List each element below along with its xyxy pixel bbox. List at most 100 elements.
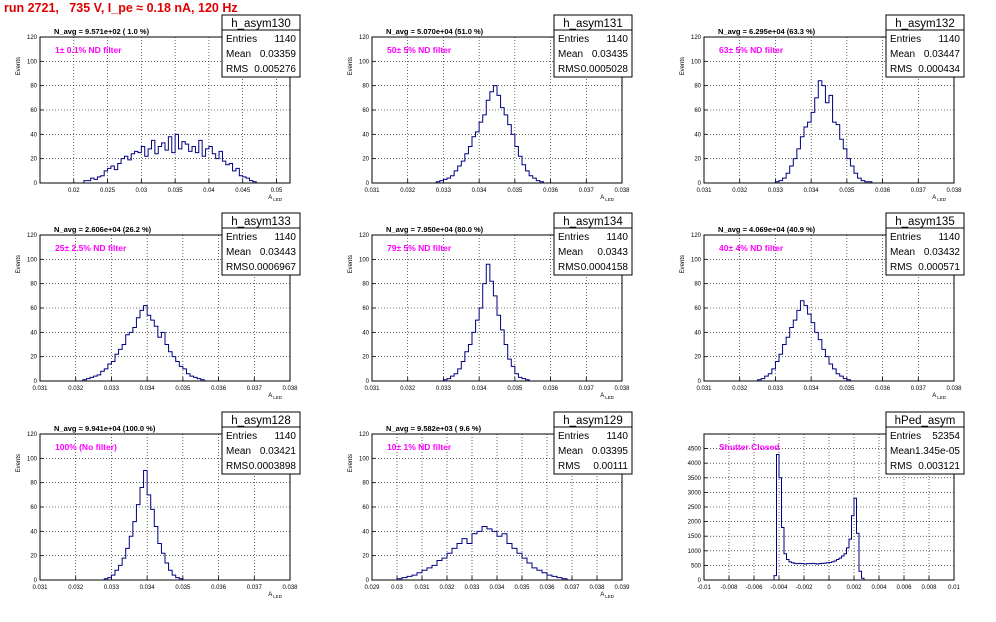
stats-box: h_asym133 Entries 1140 Mean 0.03443 RMS 0.0006… bbox=[221, 212, 301, 276]
histogram-name: h_asym133 bbox=[231, 216, 290, 228]
histogram-panel: Events 0.031 0.032 0.033 0.034 0.035 0.036 0.03… bbox=[348, 14, 633, 202]
stats-key-mean: Mean bbox=[226, 49, 251, 60]
y-tick-label: 40 bbox=[30, 330, 37, 336]
x-axis-label: ALED bbox=[932, 195, 947, 202]
stats-key-mean: Mean bbox=[890, 49, 915, 60]
y-tick-label: 60 bbox=[694, 108, 701, 114]
stats-value-mean: 0.03421 bbox=[260, 446, 297, 457]
y-tick-label: 20 bbox=[694, 157, 701, 163]
histogram-name: h_asym132 bbox=[895, 18, 954, 30]
y-tick-label: 100 bbox=[691, 59, 702, 65]
x-tick-label: 0.035 bbox=[168, 188, 184, 194]
navg-annotation: N_avg = 6.295e+04 (63.3 %) bbox=[718, 27, 816, 36]
y-tick-label: 40 bbox=[362, 529, 369, 535]
histogram-series bbox=[82, 305, 205, 381]
x-tick-label: 0.034 bbox=[472, 386, 488, 392]
filter-label: 25± 2.5% ND filter bbox=[55, 243, 127, 253]
stats-value-entries: 1140 bbox=[274, 431, 296, 442]
stats-value-mean: 0.03443 bbox=[260, 247, 297, 258]
plot-frame bbox=[371, 234, 623, 382]
stats-value-entries: 1140 bbox=[274, 232, 296, 243]
y-tick-label: 40 bbox=[30, 529, 37, 535]
y-tick-label: 80 bbox=[30, 282, 37, 288]
filter-label: 79± 5% ND filter bbox=[387, 243, 452, 253]
y-tick-label: 3500 bbox=[688, 476, 702, 482]
y-tick-label: 60 bbox=[694, 306, 701, 312]
y-tick-label: 20 bbox=[30, 355, 37, 361]
x-tick-label: 0.035 bbox=[507, 188, 523, 194]
y-tick-label: 80 bbox=[694, 84, 701, 90]
x-tick-label: 0.034 bbox=[804, 386, 820, 392]
y-tick-label: 100 bbox=[359, 456, 370, 462]
stats-key-rms: RMS bbox=[558, 262, 581, 273]
y-tick-label: 100 bbox=[27, 59, 38, 65]
y-tick-label: 60 bbox=[30, 505, 37, 511]
x-tick-label: 0.031 bbox=[364, 386, 380, 392]
stats-key-entries: Entries bbox=[558, 232, 589, 243]
x-tick-label: 0.032 bbox=[68, 386, 84, 392]
navg-annotation: N_avg = 7.950e+04 (80.0 %) bbox=[386, 225, 484, 234]
histogram-series bbox=[773, 453, 865, 580]
x-tick-label: 0.035 bbox=[839, 188, 855, 194]
histogram-series bbox=[757, 300, 851, 381]
x-tick-label: 0.037 bbox=[247, 386, 263, 392]
stats-key-mean: Mean bbox=[226, 446, 251, 457]
y-tick-label: 4000 bbox=[688, 461, 702, 467]
x-tick-label: 0.032 bbox=[439, 585, 455, 591]
stats-value-rms: 0.003121 bbox=[918, 461, 960, 472]
x-tick-label: 0.036 bbox=[211, 386, 227, 392]
x-tick-label: 0.036 bbox=[875, 386, 891, 392]
y-tick-label: 0 bbox=[34, 578, 38, 584]
histogram-name: h_asym134 bbox=[563, 216, 623, 228]
x-tick-label: 0.036 bbox=[543, 188, 559, 194]
x-tick-label: 0.03 bbox=[136, 188, 148, 194]
y-tick-label: 60 bbox=[362, 108, 369, 114]
stats-key-entries: Entries bbox=[226, 431, 257, 442]
y-tick-label: 0 bbox=[698, 181, 702, 187]
stats-key-mean: Mean bbox=[226, 247, 251, 258]
stats-key-entries: Entries bbox=[558, 431, 589, 442]
plot-frame bbox=[39, 433, 291, 581]
stats-key-rms: RMS bbox=[890, 64, 913, 75]
x-tick-label: -0.008 bbox=[720, 585, 738, 591]
histogram-series bbox=[442, 263, 530, 381]
y-tick-label: 120 bbox=[27, 432, 38, 438]
x-tick-label: 0.039 bbox=[614, 585, 630, 591]
stats-key-mean: Mean bbox=[890, 446, 915, 457]
stats-value-rms: 0.0006967 bbox=[249, 262, 297, 273]
stats-value-rms: 0.0004158 bbox=[581, 262, 629, 273]
stats-key-entries: Entries bbox=[890, 34, 921, 45]
y-tick-label: 120 bbox=[359, 35, 370, 41]
x-tick-label: 0.035 bbox=[839, 386, 855, 392]
histogram-name: h_asym128 bbox=[231, 415, 290, 427]
x-tick-label: 0.032 bbox=[732, 386, 748, 392]
y-axis-label: Events bbox=[348, 57, 354, 75]
x-tick-label: 0.036 bbox=[211, 585, 227, 591]
stats-value-mean: 1.345e-05 bbox=[915, 446, 960, 457]
x-tick-label: -0.01 bbox=[697, 585, 711, 591]
histogram-panel: Events 0.031 0.032 0.033 0.034 0.035 0.036 0.03… bbox=[348, 212, 633, 400]
y-tick-label: 2500 bbox=[688, 505, 702, 511]
x-axis-label: ALED bbox=[268, 393, 283, 400]
plot-frame bbox=[371, 36, 623, 184]
x-tick-label: 0.037 bbox=[247, 585, 263, 591]
stats-key-entries: Entries bbox=[890, 232, 921, 243]
x-tick-label: 0.035 bbox=[175, 585, 191, 591]
histogram-series bbox=[396, 525, 568, 580]
histogram-name: hPed_asym bbox=[895, 415, 956, 427]
stats-value-mean: 0.03447 bbox=[924, 49, 961, 60]
y-tick-label: 120 bbox=[691, 233, 702, 239]
y-tick-label: 100 bbox=[27, 257, 38, 263]
y-tick-label: 120 bbox=[27, 35, 38, 41]
stats-value-rms: 0.000434 bbox=[918, 64, 960, 75]
plot-frame bbox=[39, 234, 291, 382]
x-tick-label: 0.038 bbox=[614, 386, 630, 392]
histogram-panel: Events 0.031 0.032 0.033 0.034 0.035 0.036 0.03… bbox=[680, 212, 965, 400]
filter-label: 50± 5% ND filter bbox=[387, 45, 452, 55]
y-tick-label: 40 bbox=[362, 330, 369, 336]
stats-value-entries: 1140 bbox=[606, 431, 628, 442]
navg-annotation: N_avg = 4.069e+04 (40.9 %) bbox=[718, 225, 816, 234]
y-tick-label: 120 bbox=[27, 233, 38, 239]
stats-box: h_asym135 Entries 1140 Mean 0.03432 RMS 0.0005… bbox=[885, 212, 965, 276]
